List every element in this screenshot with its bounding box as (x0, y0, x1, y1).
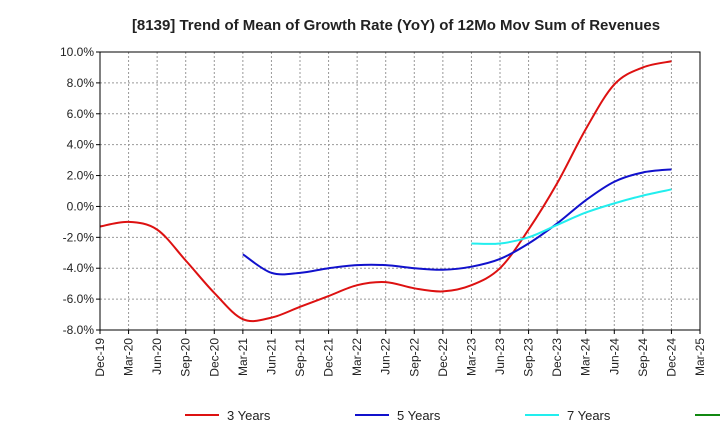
x-tick-label: Mar-21 (236, 338, 250, 376)
plot-area-border (99, 51, 701, 331)
y-tick-label: -4.0% (63, 261, 95, 275)
x-tick-label: Dec-21 (322, 338, 336, 377)
x-tick-label: Jun-24 (607, 338, 621, 375)
series-line-5-years (242, 168, 672, 276)
x-tick-label: Sep-21 (293, 338, 307, 377)
legend-label: 5 Years (397, 408, 441, 423)
x-tick-label: Dec-20 (207, 338, 221, 377)
legend-item-5-years: 5 Years (355, 408, 441, 423)
x-tick-label: Mar-24 (579, 338, 593, 376)
y-axis-ticks: 10.0% 8.0% 6.0% 4.0% 2.0% 0.0% -2.0% -4.0% -6.0%… (60, 45, 100, 337)
legend-item-10-years: 10 Years (695, 414, 720, 416)
x-tick-label: Jun-22 (379, 338, 393, 375)
x-axis-ticks: Dec-19 Mar-20 Jun-20 Sep-20 Dec-20 Mar-21 Jun-… (93, 330, 707, 377)
x-tick-label: Mar-22 (350, 338, 364, 376)
y-tick-label: -2.0% (63, 230, 95, 244)
x-tick-label: Sep-23 (522, 338, 536, 377)
y-tick-label: 8.0% (67, 76, 95, 90)
legend: 3 Years 5 Years 7 Years 10 Years (185, 408, 720, 423)
x-tick-label: Sep-22 (407, 338, 421, 377)
x-tick-label: Dec-19 (93, 338, 107, 377)
x-tick-label: Jun-20 (150, 338, 164, 375)
y-tick-label: -8.0% (63, 323, 95, 337)
legend-item-3-years: 3 Years (185, 408, 271, 423)
x-tick-label: Jun-21 (264, 338, 278, 375)
y-tick-label: 6.0% (67, 107, 95, 121)
series-lines (99, 60, 672, 323)
legend-item-7-years: 7 Years (525, 408, 611, 423)
x-tick-label: Dec-22 (436, 338, 450, 377)
x-tick-label: Sep-24 (636, 338, 650, 377)
y-tick-label: 10.0% (60, 45, 94, 59)
y-tick-label: 2.0% (67, 169, 95, 183)
y-tick-label: -6.0% (63, 292, 95, 306)
series-line-7-years (471, 188, 672, 245)
x-tick-label: Sep-20 (179, 338, 193, 377)
legend-label: 7 Years (567, 408, 611, 423)
x-tick-label: Mar-25 (693, 338, 707, 376)
x-tick-label: Jun-23 (493, 338, 507, 375)
legend-label: 3 Years (227, 408, 271, 423)
x-tick-label: Dec-23 (550, 338, 564, 377)
x-tick-label: Dec-24 (664, 338, 678, 377)
x-tick-label: Mar-20 (122, 338, 136, 376)
grid (99, 51, 701, 331)
chart-title: [8139] Trend of Mean of Growth Rate (YoY… (132, 17, 660, 34)
x-tick-label: Mar-23 (464, 338, 478, 376)
y-tick-label: 4.0% (67, 138, 95, 152)
y-tick-label: 0.0% (67, 199, 95, 213)
series-line-3-years (99, 60, 672, 323)
